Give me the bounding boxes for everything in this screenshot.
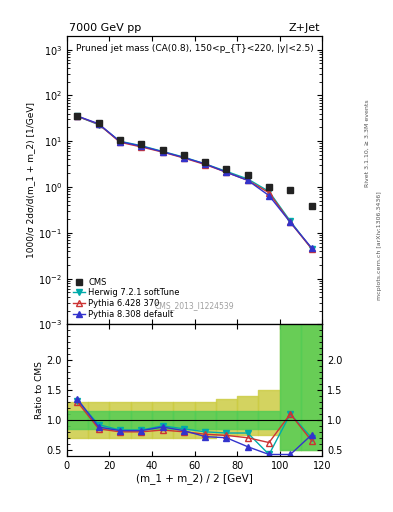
Pythia 8.308 default [75,113,80,119]
Herwig 7.2.1 softTune [182,154,186,160]
CMS [182,152,186,158]
Line: Pythia 8.308 default: Pythia 8.308 default [75,113,314,251]
Pythia 8.308 default [203,161,208,167]
CMS [267,184,272,190]
CMS [160,147,165,153]
Text: Rivet 3.1.10, ≥ 3.3M events: Rivet 3.1.10, ≥ 3.3M events [365,99,370,187]
Pythia 6.428 370 [182,155,186,161]
Pythia 8.308 default [309,245,314,251]
Line: Herwig 7.2.1 softTune: Herwig 7.2.1 softTune [75,114,314,251]
Pythia 6.428 370 [267,190,272,196]
Text: 7000 GeV pp: 7000 GeV pp [70,23,141,33]
Herwig 7.2.1 softTune [224,168,229,175]
Text: Z+Jet: Z+Jet [288,23,320,33]
Herwig 7.2.1 softTune [203,161,208,167]
Pythia 6.428 370 [288,219,293,225]
Pythia 6.428 370 [245,177,250,183]
Herwig 7.2.1 softTune [160,148,165,155]
Pythia 6.428 370 [224,169,229,176]
Herwig 7.2.1 softTune [245,176,250,182]
Pythia 6.428 370 [96,121,101,127]
CMS [288,187,293,194]
Line: CMS: CMS [75,114,314,209]
CMS [203,159,208,165]
Pythia 8.308 default [160,148,165,155]
Herwig 7.2.1 softTune [75,113,80,119]
Line: Pythia 6.428 370: Pythia 6.428 370 [75,114,314,251]
Pythia 6.428 370 [75,113,80,119]
Pythia 8.308 default [288,219,293,225]
Pythia 8.308 default [224,169,229,176]
CMS [118,137,122,143]
Pythia 8.308 default [139,143,144,150]
Text: CMS_2013_I1224539: CMS_2013_I1224539 [155,301,234,310]
Pythia 8.308 default [245,177,250,183]
Herwig 7.2.1 softTune [288,218,293,224]
CMS [309,203,314,209]
Y-axis label: 1000/σ 2dσ/d(m_1 + m_2) [1/GeV]: 1000/σ 2dσ/d(m_1 + m_2) [1/GeV] [26,102,35,258]
CMS [245,173,250,179]
Herwig 7.2.1 softTune [139,143,144,149]
X-axis label: (m_1 + m_2) / 2 [GeV]: (m_1 + m_2) / 2 [GeV] [136,473,253,484]
CMS [224,166,229,172]
Pythia 6.428 370 [309,246,314,252]
CMS [75,113,80,119]
Text: Pruned jet mass (CA(0.8), 150<p_{T}<220, |y|<2.5): Pruned jet mass (CA(0.8), 150<p_{T}<220,… [76,45,313,53]
Y-axis label: Ratio to CMS: Ratio to CMS [35,361,44,419]
Pythia 8.308 default [96,121,101,127]
CMS [139,141,144,147]
Pythia 6.428 370 [118,139,122,145]
Pythia 6.428 370 [139,144,144,150]
Herwig 7.2.1 softTune [267,188,272,195]
Pythia 6.428 370 [160,149,165,155]
Pythia 8.308 default [182,155,186,161]
Herwig 7.2.1 softTune [96,122,101,128]
Pythia 8.308 default [118,139,122,145]
Legend: CMS, Herwig 7.2.1 softTune, Pythia 6.428 370, Pythia 8.308 default: CMS, Herwig 7.2.1 softTune, Pythia 6.428… [71,276,182,321]
Text: mcplots.cern.ch [arXiv:1306.3436]: mcplots.cern.ch [arXiv:1306.3436] [377,191,382,300]
CMS [96,120,101,126]
Pythia 6.428 370 [203,161,208,167]
Pythia 8.308 default [267,193,272,199]
Herwig 7.2.1 softTune [118,138,122,144]
Herwig 7.2.1 softTune [309,246,314,252]
